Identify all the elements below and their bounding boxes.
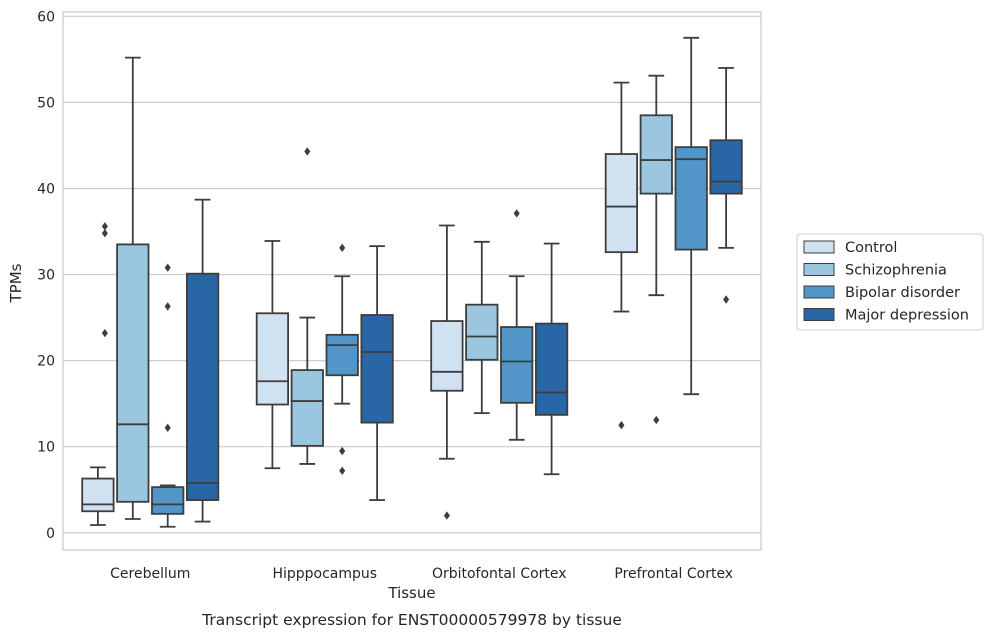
outlier-point — [618, 420, 625, 430]
box-iqr — [151, 486, 185, 515]
outlier-point — [304, 147, 311, 156]
legend-swatch — [803, 263, 835, 276]
outlier-point — [339, 446, 346, 456]
box-iqr — [290, 369, 324, 447]
legend-swatch — [803, 240, 835, 254]
legend-item: Bipolar disorder — [803, 285, 960, 301]
box-bipolar-disorder — [674, 36, 708, 396]
box-groups — [81, 36, 743, 528]
legend-frame — [796, 233, 984, 331]
box-schizophrenia — [639, 74, 673, 425]
box-control — [604, 81, 639, 430]
box-iqr — [604, 153, 639, 254]
x-tick-label: Hipppocampus — [272, 566, 377, 582]
box-major-depression — [185, 198, 220, 523]
box-iqr — [360, 314, 394, 424]
box-iqr — [430, 320, 464, 392]
legend-item: Schizophrenia — [803, 263, 947, 279]
box-iqr — [185, 272, 220, 501]
outlier-point — [723, 295, 730, 304]
box-iqr — [325, 333, 359, 377]
box-major-depression — [534, 242, 569, 476]
gridlines — [63, 15, 761, 534]
outlier-point — [101, 229, 108, 238]
outlier-point — [653, 415, 660, 425]
box-schizophrenia — [290, 147, 324, 465]
box-bipolar-disorder — [151, 263, 185, 528]
y-tick-label: 50 — [37, 95, 55, 111]
box-bipolar-disorder — [500, 209, 534, 441]
box-schizophrenia — [465, 240, 499, 415]
plot-frame — [62, 11, 762, 551]
figure-caption: Transcript expression for ENST0000057997… — [201, 611, 622, 629]
legend-label: Schizophrenia — [845, 263, 947, 279]
legend-label: Bipolar disorder — [845, 285, 960, 301]
x-tick-label: Prefrontal Cortex — [614, 566, 733, 582]
outlier-point — [101, 328, 108, 338]
legend-label: Major depression — [845, 308, 969, 324]
extra-outliers — [101, 222, 108, 338]
box-iqr — [500, 326, 534, 404]
box-control — [255, 240, 290, 470]
legend-label: Control — [845, 240, 897, 256]
x-axis-title: Tissue — [387, 584, 435, 602]
box-iqr — [639, 114, 673, 195]
y-tick-label: 20 — [37, 354, 55, 370]
y-tick-label: 10 — [37, 440, 55, 456]
y-tick-label: 30 — [37, 268, 55, 284]
outlier-point — [339, 243, 346, 253]
outlier-point — [513, 209, 520, 218]
box-iqr — [465, 303, 499, 361]
y-tick-labels: 0 10 20 30 40 50 60 — [37, 9, 55, 541]
legend-swatch — [803, 285, 835, 299]
x-tick-label: Cerebellum — [110, 566, 190, 582]
box-iqr — [255, 312, 290, 406]
box-major-depression — [360, 245, 394, 501]
box-control — [81, 466, 115, 526]
y-tick-label: 60 — [37, 9, 55, 25]
legend-item: Control — [803, 240, 897, 256]
box-major-depression — [709, 67, 743, 304]
box-control — [430, 224, 464, 520]
box-iqr — [116, 243, 150, 503]
outlier-point — [164, 263, 171, 272]
outlier-point — [164, 302, 171, 311]
box-bipolar-disorder — [325, 243, 359, 476]
legend: Control Schizophrenia Bipolar disorder Majo… — [796, 233, 984, 331]
box-iqr — [674, 146, 708, 251]
outlier-point — [164, 423, 171, 432]
x-tick-label: Orbitofontal Cortex — [432, 566, 567, 582]
y-axis-title: TPMs — [7, 263, 25, 303]
y-tick-label: 40 — [37, 181, 55, 197]
outlier-point — [339, 466, 346, 476]
outlier-point — [443, 511, 450, 520]
legend-swatch — [803, 308, 835, 321]
box-iqr — [534, 322, 569, 416]
box-iqr — [81, 477, 115, 513]
x-tick-labels: Cerebellum Hipppocampus Orbitofontal Corte… — [110, 566, 733, 582]
box-schizophrenia — [116, 56, 150, 520]
legend-item: Major depression — [803, 308, 969, 324]
box-iqr — [709, 139, 743, 195]
outlier-point — [101, 222, 108, 231]
y-tick-label: 0 — [46, 526, 55, 542]
